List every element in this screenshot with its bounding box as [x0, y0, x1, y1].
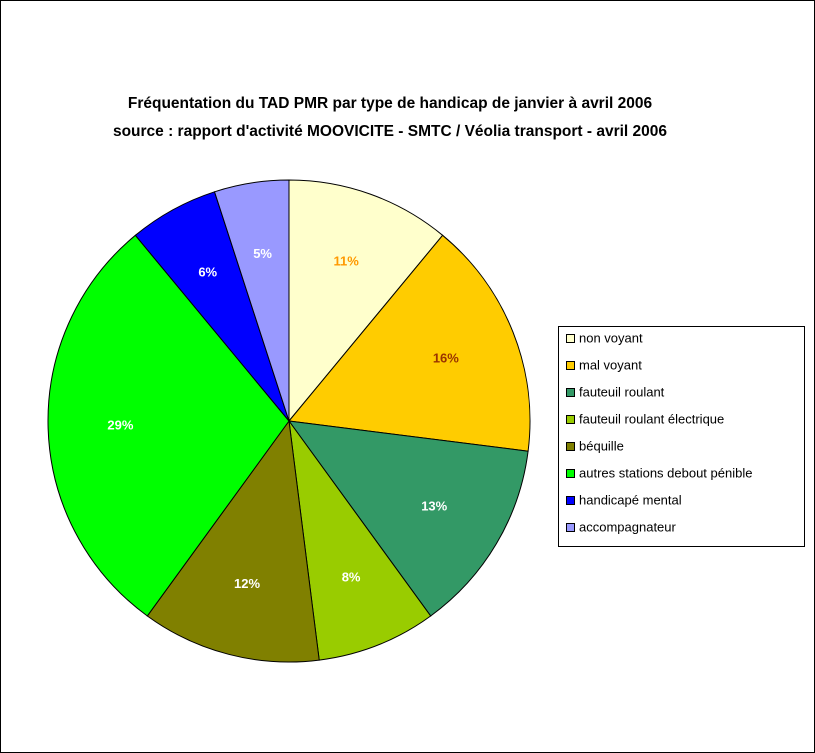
- data-label: 6%: [198, 265, 217, 280]
- legend-label: handicapé mental: [579, 492, 682, 507]
- chart-title: Fréquentation du TAD PMR par type de han…: [128, 95, 653, 112]
- data-label: 8%: [342, 569, 361, 584]
- legend-swatch: [566, 496, 575, 505]
- data-label: 11%: [333, 254, 359, 269]
- legend-box: [558, 326, 805, 547]
- legend-swatch: [566, 388, 575, 397]
- chart-subtitle: source : rapport d'activité MOOVICITE - …: [113, 123, 667, 140]
- legend-label: béquille: [579, 438, 624, 453]
- legend-label: non voyant: [579, 330, 643, 345]
- legend-swatch: [566, 334, 575, 343]
- legend-label: accompagnateur: [579, 519, 677, 534]
- pie-slice: [213, 179, 290, 422]
- data-label: 16%: [433, 350, 459, 365]
- legend-label: fauteuil roulant électrique: [579, 411, 724, 426]
- legend-swatch: [566, 361, 575, 370]
- legend-swatch: [566, 415, 575, 424]
- pie-slice: [287, 420, 529, 617]
- data-label: 29%: [107, 418, 133, 433]
- legend-label: autres stations debout pénible: [579, 465, 752, 480]
- legend-label: mal voyant: [579, 357, 642, 372]
- pie-slice: [47, 234, 290, 617]
- pie-slice: [288, 420, 432, 661]
- legend-swatch: [566, 442, 575, 451]
- legend-swatch: [566, 469, 575, 478]
- pie-slice: [288, 234, 531, 452]
- data-label: 5%: [253, 246, 272, 261]
- data-label: 13%: [421, 498, 447, 513]
- data-label: 12%: [234, 576, 260, 591]
- legend-swatch: [566, 523, 575, 532]
- pie-slice: [288, 179, 444, 423]
- legend-label: fauteuil roulant: [579, 384, 665, 399]
- pie-slice: [146, 419, 320, 663]
